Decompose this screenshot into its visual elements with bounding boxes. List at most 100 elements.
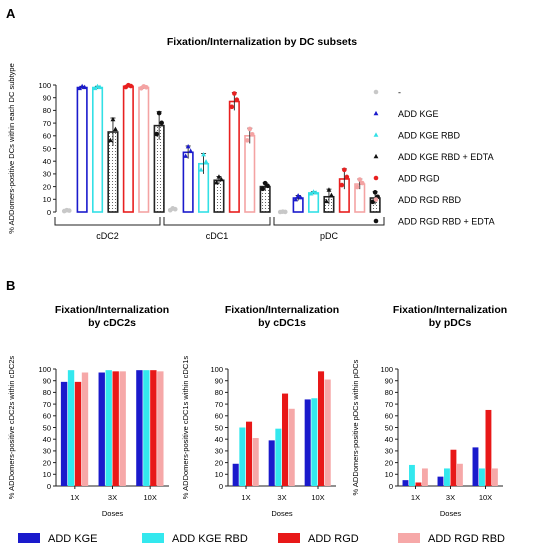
bar xyxy=(282,393,289,486)
bar xyxy=(138,86,150,213)
data-point xyxy=(170,206,176,211)
bar xyxy=(60,381,68,486)
y-tick-label: 70 xyxy=(43,400,51,409)
legend-swatch xyxy=(278,533,300,543)
bar xyxy=(98,372,105,486)
y-tick-label: 0 xyxy=(389,482,393,491)
group-bracket xyxy=(273,217,385,226)
bar xyxy=(311,398,318,486)
y-tick-label: 20 xyxy=(215,458,223,467)
bar xyxy=(409,464,415,486)
y-tick-label: 30 xyxy=(43,170,51,179)
legend-marker xyxy=(373,197,379,202)
data-point xyxy=(232,91,237,96)
x-tick-label: 1X xyxy=(241,493,250,502)
bar xyxy=(112,371,119,486)
data-point xyxy=(244,138,250,143)
y-axis-label: % ADDomers-positive cDC1s within cDC1s xyxy=(181,356,190,500)
y-axis-label: % ADDomers-positive DCs within each DC s… xyxy=(7,63,16,233)
bar xyxy=(456,463,463,486)
bar xyxy=(136,370,143,486)
data-point xyxy=(203,159,209,164)
bar xyxy=(415,482,422,486)
legend-swatch xyxy=(142,533,164,543)
data-point xyxy=(214,179,219,185)
data-point xyxy=(229,104,235,110)
bar xyxy=(213,179,225,213)
data-point xyxy=(262,180,268,186)
bar xyxy=(485,409,492,486)
bar xyxy=(491,468,498,486)
y-tick-label: 10 xyxy=(43,470,51,479)
legend-swatch xyxy=(398,533,420,543)
y-tick-label: 80 xyxy=(215,388,223,397)
group-bracket xyxy=(163,217,271,226)
group-bracket xyxy=(54,217,161,226)
legend-label: ADD RGD RBD xyxy=(398,195,462,205)
bar xyxy=(268,440,275,486)
data-point xyxy=(339,182,345,188)
legend-b: ADD KGE ADD KGE RBD ADD RGD ADD RGD RBD xyxy=(18,533,505,545)
legend-label: ADD KGE xyxy=(398,109,439,119)
data-point xyxy=(249,131,255,137)
legend-marker xyxy=(373,153,379,159)
x-axis-label: Doses xyxy=(102,509,124,518)
data-point xyxy=(344,174,350,180)
y-tick-label: 70 xyxy=(43,119,51,128)
group-label: cDC2 xyxy=(96,231,119,241)
data-point xyxy=(280,209,286,214)
y-axis-label: % ADDomers-positive pDCs within pDCs xyxy=(351,359,360,495)
bar xyxy=(143,370,150,486)
bar xyxy=(119,371,126,486)
bar xyxy=(246,421,253,486)
bar xyxy=(157,371,164,486)
data-point xyxy=(108,137,113,143)
data-point xyxy=(342,167,347,173)
data-point xyxy=(308,191,314,196)
bar xyxy=(437,476,444,486)
data-point xyxy=(359,180,365,186)
y-tick-label: 20 xyxy=(385,458,393,467)
y-tick-label: 20 xyxy=(43,182,51,191)
y-tick-label: 100 xyxy=(38,365,51,374)
bar xyxy=(244,135,256,213)
y-tick-label: 100 xyxy=(38,81,51,90)
data-point xyxy=(293,196,299,202)
bar xyxy=(232,463,239,486)
data-point xyxy=(92,85,98,91)
data-point xyxy=(298,194,304,200)
x-axis-label: Doses xyxy=(271,509,293,518)
bar xyxy=(81,372,89,486)
y-tick-label: 80 xyxy=(385,388,393,397)
bar xyxy=(182,151,194,213)
data-point xyxy=(95,83,100,89)
y-tick-label: 80 xyxy=(43,388,51,397)
y-tick-label: 90 xyxy=(43,377,51,386)
data-point xyxy=(64,207,70,213)
x-tick-label: 3X xyxy=(277,493,286,502)
legend-label: ADD KGE RBD + EDTA xyxy=(398,152,494,162)
legend-label: ADD KGE xyxy=(48,533,98,545)
bar xyxy=(275,428,282,486)
chart-title-line-2: by pDCs xyxy=(429,317,472,329)
bar xyxy=(472,447,479,486)
data-point xyxy=(77,85,83,91)
y-tick-label: 40 xyxy=(43,157,51,166)
data-point xyxy=(126,82,131,88)
data-point xyxy=(357,177,363,182)
y-tick-label: 60 xyxy=(43,132,51,141)
legend-marker xyxy=(373,89,379,95)
chart-title: Fixation/Internalization xyxy=(393,304,507,316)
legend-marker xyxy=(373,110,379,116)
legend-label: ADD KGE RBD xyxy=(172,533,248,545)
y-tick-label: 80 xyxy=(43,106,51,115)
data-point xyxy=(185,143,191,149)
bar xyxy=(402,480,409,486)
y-axis-label: % ADDomers-positive cDC2s within cDC2s xyxy=(7,356,16,500)
data-point xyxy=(247,126,253,132)
y-tick-label: 100 xyxy=(210,365,223,374)
data-point xyxy=(188,148,194,153)
data-point xyxy=(219,176,224,182)
bar xyxy=(67,370,75,486)
